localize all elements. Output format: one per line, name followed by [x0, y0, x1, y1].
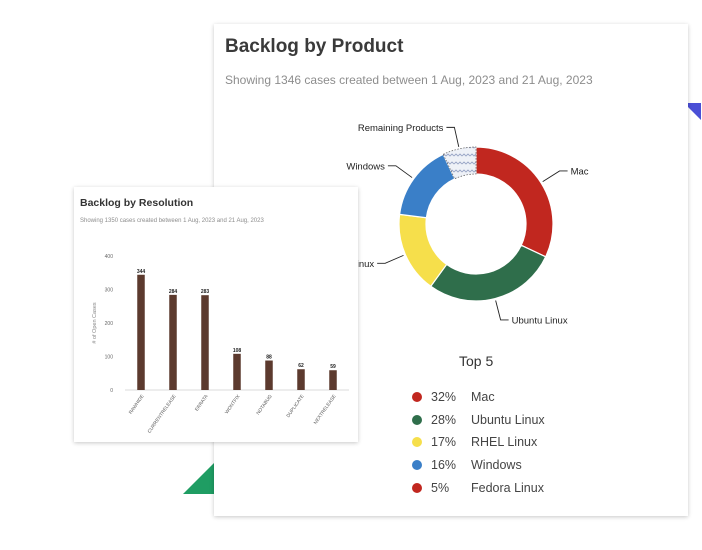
legend-label: Mac [471, 390, 495, 405]
bar-data-label: 62 [298, 363, 304, 369]
bar-currentrelease [169, 294, 177, 390]
callout-line [542, 170, 568, 183]
backlog-by-resolution-card: Backlog by Resolution Showing 1350 cases… [74, 187, 358, 442]
product-card-subtitle: Showing 1346 cases created between 1 Aug… [225, 73, 593, 87]
legend-dot-icon [412, 392, 422, 403]
bar-wontfix [233, 353, 241, 390]
legend-dot-icon [412, 482, 422, 493]
legend-item: 16% Windows [412, 454, 545, 477]
donut-slice-mac [475, 146, 554, 258]
legend-item: 32% Mac [412, 386, 545, 409]
donut-slice-windows [398, 153, 456, 219]
top5-legend: 32% Mac 28% Ubuntu Linux 17% RHEL Linux … [412, 386, 545, 499]
y-tick-label: 200 [105, 321, 114, 327]
donut-slice-ubuntu-linux [429, 244, 547, 302]
product-card-title: Backlog by Product [225, 36, 404, 57]
legend-dot-icon [412, 437, 422, 448]
legend-percent: 17% [431, 435, 457, 450]
legend-label: RHEL Linux [471, 435, 538, 450]
bar-data-label: 344 [137, 269, 146, 275]
x-tick-label: DUPLICATE [285, 394, 305, 419]
y-tick-label: 300 [105, 288, 114, 294]
legend-dot-icon [412, 460, 422, 471]
legend-percent: 16% [431, 458, 457, 473]
bar-errata [201, 295, 209, 390]
callout-label: Linux [351, 259, 374, 270]
x-tick-label: NEXTRELEASE [313, 394, 338, 426]
x-tick-label: CURRENTRELEASE [147, 394, 178, 435]
bar-duplicate [297, 369, 305, 390]
bar-data-label: 88 [266, 355, 272, 361]
legend-item: 28% Ubuntu Linux [412, 409, 545, 432]
bar-rawhide [137, 274, 145, 390]
x-tick-label: WONTFIX [224, 393, 242, 415]
legend-label: Fedora Linux [471, 480, 544, 495]
bar-notabug [265, 360, 273, 390]
resolution-card-title: Backlog by Resolution [80, 197, 194, 209]
donut-slice-remaining-products [442, 146, 477, 180]
callout-label: Mac [571, 166, 589, 177]
decorative-triangle-green [183, 462, 215, 494]
x-tick-label: RAWHIDE [128, 394, 146, 416]
callout-line [387, 165, 413, 178]
legend-dot-icon [412, 414, 422, 425]
bar-data-label: 108 [233, 348, 242, 354]
y-tick-label: 400 [105, 254, 114, 260]
x-tick-label: NOTABUG [255, 393, 273, 416]
callout-label: Remaining Products [358, 123, 444, 134]
y-tick-label: 0 [110, 388, 113, 394]
bar-nextrelease [329, 370, 337, 390]
legend-percent: 28% [431, 412, 457, 427]
y-axis-label: # of Open Cases [92, 302, 98, 344]
legend-label: Ubuntu Linux [471, 412, 545, 427]
x-tick-label: ERRATA [194, 393, 210, 412]
callout-line [377, 254, 404, 264]
legend-label: Windows [471, 458, 522, 473]
callout-line [446, 126, 460, 148]
resolution-bar-chart: 0 100 200 300 400 # of Open Cases 344 RAWHIDE 28… [92, 254, 349, 435]
legend-item: 17% RHEL Linux [412, 431, 545, 454]
legend-item: 5% Fedora Linux [412, 476, 545, 499]
product-donut-chart: Mac Ubuntu Linux Linux Windows Remaining Pro… [346, 123, 589, 327]
bar-data-label: 59 [330, 364, 336, 370]
y-tick-label: 100 [105, 355, 114, 361]
callout-line [495, 300, 509, 321]
bar-data-label: 283 [201, 289, 210, 295]
decorative-triangle-blue [684, 103, 701, 120]
legend-percent: 32% [431, 390, 457, 405]
resolution-card-subtitle: Showing 1350 cases created between 1 Aug… [80, 218, 264, 224]
legend-percent: 5% [431, 480, 450, 495]
top5-title: Top 5 [459, 353, 494, 369]
bar-data-label: 284 [169, 289, 178, 295]
callout-label: Windows [346, 161, 385, 172]
callout-label: Ubuntu Linux [512, 315, 568, 326]
